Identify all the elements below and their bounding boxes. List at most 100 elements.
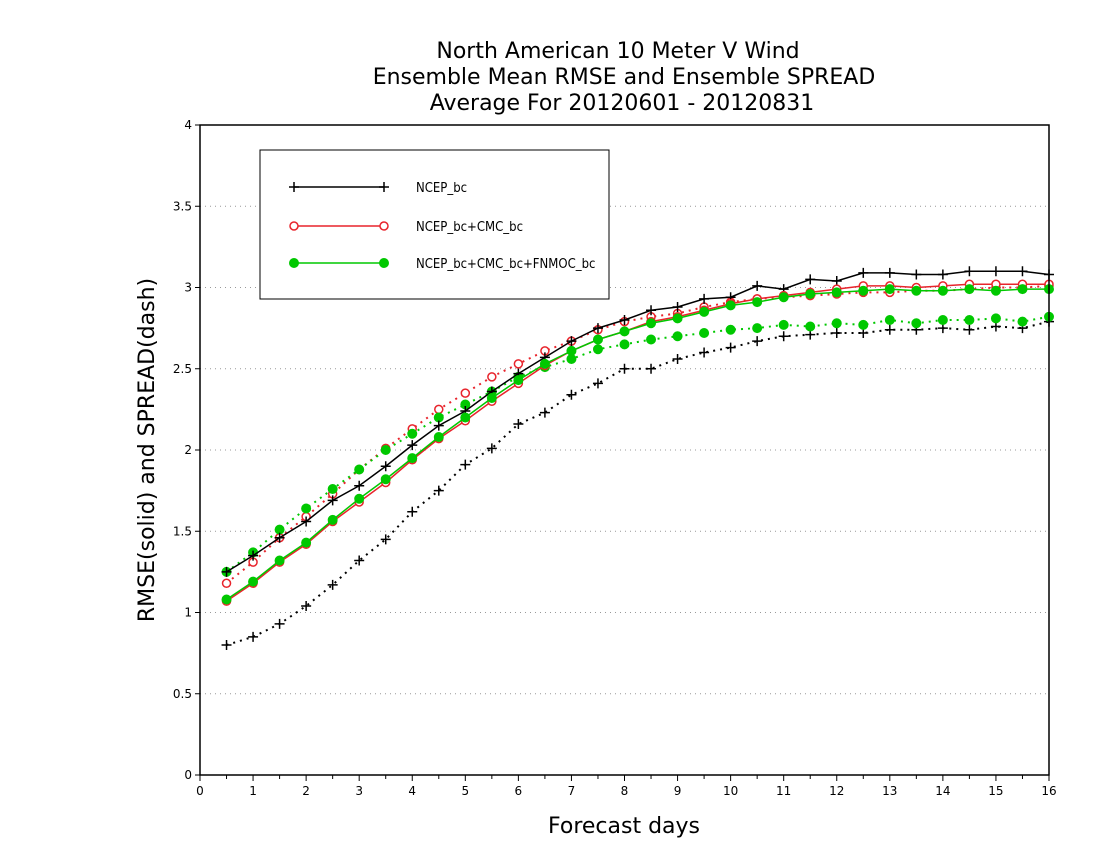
spread-point bbox=[672, 354, 683, 364]
spread-line bbox=[226, 320, 1050, 646]
spread-point bbox=[646, 363, 657, 374]
series-spread-2 bbox=[221, 311, 1054, 577]
legend-marker bbox=[289, 221, 299, 231]
legend-entries: NCEP_bc NCEP_bc+CMC_bc NCEP_bc+CMC_bc+FNMO… bbox=[289, 181, 595, 272]
spread-point bbox=[831, 328, 842, 338]
x-tick-label: 8 bbox=[621, 784, 629, 798]
spread-point bbox=[380, 445, 391, 455]
chart-title-line-3: Average For 20120601 - 20120831 bbox=[430, 91, 815, 116]
x-tick-label: 11 bbox=[776, 784, 791, 798]
spread-line bbox=[225, 315, 1050, 573]
chart-title-line-1: North American 10 Meter V Wind bbox=[436, 39, 799, 64]
spread-point bbox=[619, 339, 630, 350]
spread-point bbox=[884, 315, 895, 325]
spread-point bbox=[964, 324, 975, 335]
rmse-point bbox=[831, 276, 842, 286]
rmse-point bbox=[486, 393, 497, 403]
x-tick-label: 5 bbox=[461, 784, 469, 798]
rmse-point bbox=[460, 412, 471, 423]
rmse-line bbox=[226, 270, 1050, 573]
rmse-point bbox=[884, 284, 895, 295]
rmse-point bbox=[884, 267, 895, 278]
spread-point bbox=[354, 555, 365, 566]
legend-label: NCEP_bc+CMC_bc bbox=[416, 220, 523, 235]
spread-point bbox=[434, 404, 444, 415]
y-axis: 0 0.5 1 1.5 2 2.5 3 3.5 4 bbox=[173, 118, 200, 782]
rmse-point bbox=[964, 284, 975, 295]
legend-marker bbox=[379, 221, 389, 231]
rmse-point bbox=[433, 420, 444, 431]
x-tick-label: 6 bbox=[515, 784, 523, 798]
legend: NCEP_bc NCEP_bc+CMC_bc NCEP_bc+CMC_bc+FNMO… bbox=[259, 149, 610, 300]
rmse-point bbox=[592, 334, 603, 345]
spread-point bbox=[566, 389, 577, 400]
y-tick-label: 3 bbox=[184, 281, 192, 295]
rmse-point bbox=[646, 305, 657, 316]
legend-marker bbox=[379, 182, 389, 192]
rmse-point bbox=[752, 280, 763, 291]
spread-point bbox=[513, 359, 524, 369]
rmse-point bbox=[248, 576, 259, 587]
y-tick-label: 0 bbox=[184, 768, 192, 782]
series-rmse-0 bbox=[221, 266, 1054, 577]
spread-point bbox=[672, 331, 683, 342]
spread-point bbox=[274, 618, 285, 629]
series-spread-0 bbox=[221, 316, 1054, 650]
x-tick-label: 3 bbox=[355, 784, 363, 798]
spread-point bbox=[911, 318, 922, 329]
x-tick-label: 4 bbox=[408, 784, 416, 798]
y-tick-label: 0.5 bbox=[173, 687, 192, 701]
y-tick-label: 4 bbox=[184, 118, 192, 132]
rmse-point bbox=[221, 566, 232, 577]
rmse-point bbox=[646, 318, 657, 329]
spread-point bbox=[831, 318, 842, 329]
spread-point bbox=[327, 484, 338, 494]
rmse-point bbox=[937, 269, 948, 280]
legend-marker bbox=[289, 182, 299, 192]
spread-point bbox=[221, 640, 232, 650]
spread-point bbox=[407, 428, 418, 439]
series-layer bbox=[221, 266, 1054, 650]
rmse-point bbox=[699, 293, 710, 304]
x-tick-label: 14 bbox=[935, 784, 950, 798]
x-tick-label: 12 bbox=[829, 784, 844, 798]
legend-marker bbox=[379, 258, 389, 268]
spread-point bbox=[990, 313, 1001, 324]
rmse-point bbox=[301, 537, 312, 548]
rmse-point bbox=[831, 287, 842, 298]
x-tick-label: 13 bbox=[882, 784, 897, 798]
rmse-point bbox=[619, 326, 630, 337]
spread-point bbox=[805, 321, 816, 332]
y-tick-label: 2.5 bbox=[173, 362, 192, 376]
spread-point bbox=[327, 579, 338, 590]
legend-label: NCEP_bc bbox=[416, 181, 467, 196]
spread-point bbox=[646, 334, 657, 345]
rmse-point bbox=[805, 289, 816, 299]
legend-entry: NCEP_bc bbox=[289, 181, 467, 196]
spread-point bbox=[539, 407, 550, 418]
spread-point bbox=[460, 388, 471, 398]
rmse-point bbox=[248, 550, 259, 561]
spread-point bbox=[1017, 316, 1028, 327]
x-tick-label: 16 bbox=[1041, 784, 1056, 798]
spread-point bbox=[592, 378, 603, 389]
rmse-point bbox=[380, 474, 391, 485]
spread-point bbox=[460, 459, 471, 470]
y-axis-title: RMSE(solid) and SPREAD(dash) bbox=[135, 278, 160, 622]
rmse-point bbox=[911, 285, 922, 296]
legend-box bbox=[259, 149, 610, 300]
spread-point bbox=[592, 344, 603, 355]
x-tick-label: 0 bbox=[196, 784, 204, 798]
spread-point bbox=[752, 323, 763, 334]
spread-point bbox=[778, 319, 789, 330]
rmse-point bbox=[778, 292, 789, 303]
spread-point bbox=[699, 347, 710, 358]
rmse-line bbox=[226, 288, 1049, 601]
rmse-point bbox=[433, 432, 444, 442]
rmse-point bbox=[407, 453, 418, 464]
y-tick-label: 3.5 bbox=[173, 199, 192, 213]
x-tick-label: 10 bbox=[723, 784, 738, 798]
rmse-point bbox=[539, 358, 550, 369]
rmse-point bbox=[964, 266, 975, 277]
rmse-point bbox=[672, 313, 683, 324]
